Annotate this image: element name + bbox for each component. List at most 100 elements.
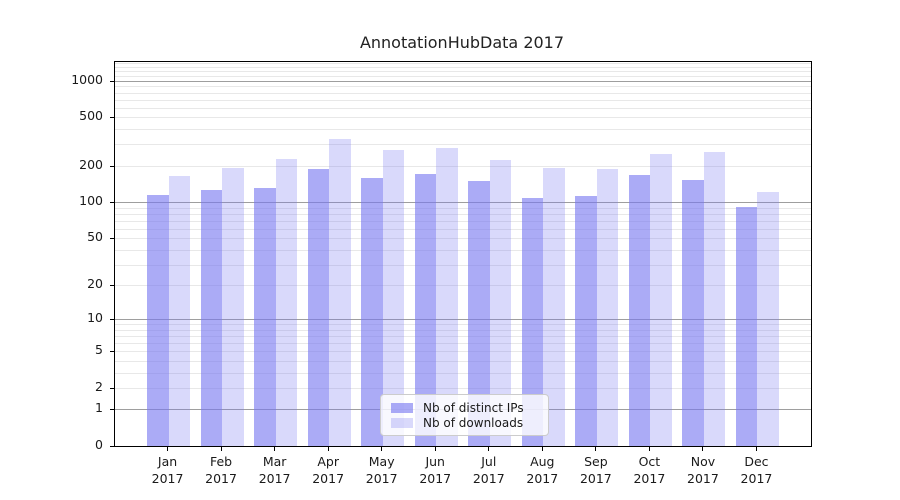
x-tick-label-oct: Oct 2017 (633, 454, 666, 486)
x-tick-label-jun: Jun 2017 (419, 454, 452, 486)
gridlines-layer (115, 62, 811, 446)
bar-ips-feb (200, 189, 223, 446)
gridline-minor (115, 63, 811, 65)
y-tick-mark (110, 351, 115, 353)
bar-ips-dec (735, 207, 758, 446)
gridline-minor (115, 249, 811, 251)
gridline-minor (115, 220, 811, 222)
y-tick-label-0: 0 (95, 437, 103, 452)
gridline-minor (115, 324, 811, 326)
gridline-minor (115, 387, 811, 389)
bar-ips-may (361, 177, 383, 446)
x-tick-mark (488, 446, 490, 451)
y-tick-mark (110, 409, 115, 411)
x-tick-mark (541, 446, 543, 451)
x-tick-label-nov: Nov 2017 (687, 454, 719, 486)
y-tick-mark (110, 285, 115, 287)
gridline-minor (115, 228, 811, 230)
y-tick-label-500: 500 (79, 108, 103, 124)
legend-item-distinct-ips: Nb of distinct IPs (391, 400, 538, 415)
y-axis-labels: 0 1 2 5 10 20 50 100 200 500 1000 (0, 61, 103, 452)
bar-downloads-jan (168, 175, 191, 446)
gridline-major (115, 319, 811, 321)
gridline-minor (115, 336, 811, 338)
y-tick-marks (110, 62, 811, 447)
bar-downloads-mar (275, 158, 298, 446)
gridline-minor (115, 329, 811, 331)
chart-title: AnnotationHubData 2017 (359, 33, 565, 52)
gridline-minor (115, 75, 811, 77)
gridline-minor (115, 107, 811, 109)
gridline-major (115, 80, 811, 82)
bar-ips-oct (628, 175, 651, 446)
bar-ips-jan (147, 195, 169, 446)
bar-downloads-oct (650, 154, 672, 446)
y-tick-mark (110, 165, 115, 167)
bars-layer (115, 62, 811, 446)
x-axis: Jan 2017 Feb 2017 Mar 2017 Apr 2017 May 2017 Jun 20… (114, 446, 810, 500)
gridline-minor (115, 86, 811, 88)
y-tick-mark (110, 446, 115, 447)
y-tick-mark (110, 387, 115, 389)
x-tick-label-jul: Jul 2017 (472, 454, 505, 486)
gridline-minor (115, 238, 811, 240)
gridline-minor (115, 372, 811, 374)
bar-downloads-dec (757, 191, 779, 446)
x-tick-mark (220, 446, 222, 451)
x-tick-mark (327, 446, 329, 451)
gridline-minor (115, 117, 811, 119)
x-tick-mark (381, 446, 383, 451)
bar-downloads-jun (436, 148, 458, 446)
gridline-minor (115, 285, 811, 287)
gridline-minor (115, 92, 811, 94)
bar-downloads-nov (703, 151, 726, 446)
gridline-minor (115, 99, 811, 101)
x-tick-mark (167, 446, 169, 451)
x-tick-label-dec: Dec 2017 (740, 454, 773, 486)
bar-downloads-aug (543, 167, 565, 446)
y-tick-mark (110, 202, 115, 204)
y-tick-mark (110, 117, 115, 119)
y-tick-label-20: 20 (87, 276, 103, 292)
legend-item-downloads: Nb of downloads (391, 415, 538, 430)
legend-swatch-distinct-ips (391, 402, 413, 413)
y-tick-label-2: 2 (95, 378, 103, 394)
bar-downloads-sep (596, 169, 619, 446)
y-tick-mark (110, 238, 115, 240)
y-tick-mark (110, 80, 115, 82)
bar-ips-jun (414, 173, 437, 446)
gridline-minor (115, 71, 811, 73)
gridline-minor (115, 129, 811, 131)
x-tick-label-sep: Sep 2017 (579, 454, 612, 486)
gridline-minor (115, 66, 811, 68)
bar-ips-apr (307, 168, 330, 446)
x-tick-label-apr: Apr 2017 (312, 454, 345, 486)
y-tick-label-1: 1 (95, 400, 103, 416)
y-tick-label-100: 100 (79, 193, 103, 209)
legend-swatch-downloads (391, 417, 413, 428)
gridline-minor (115, 207, 811, 209)
gridline-minor (115, 343, 811, 345)
bar-ips-jul (468, 180, 490, 446)
bar-ips-aug (521, 197, 544, 446)
x-tick-label-may: May 2017 (365, 454, 398, 486)
plot-area: Nb of distinct IPs Nb of downloads (110, 61, 812, 447)
x-tick-mark (274, 446, 276, 451)
y-tick-label-5: 5 (95, 342, 103, 358)
legend-label-downloads: Nb of downloads (423, 415, 524, 430)
gridline-minor (115, 264, 811, 266)
x-tick-mark (702, 446, 704, 451)
gridline-minor (115, 213, 811, 215)
x-tick-label-feb: Feb 2017 (205, 454, 237, 486)
gridline-minor (115, 351, 811, 353)
bar-downloads-jul (489, 160, 512, 446)
gridline-minor (115, 144, 811, 146)
x-tick-mark (595, 446, 597, 451)
gridline-minor (115, 165, 811, 167)
y-tick-mark (110, 319, 115, 321)
bar-downloads-apr (329, 138, 351, 446)
x-tick-label-jan: Jan 2017 (151, 454, 184, 486)
x-tick-mark (434, 446, 436, 451)
bar-ips-sep (575, 196, 597, 446)
